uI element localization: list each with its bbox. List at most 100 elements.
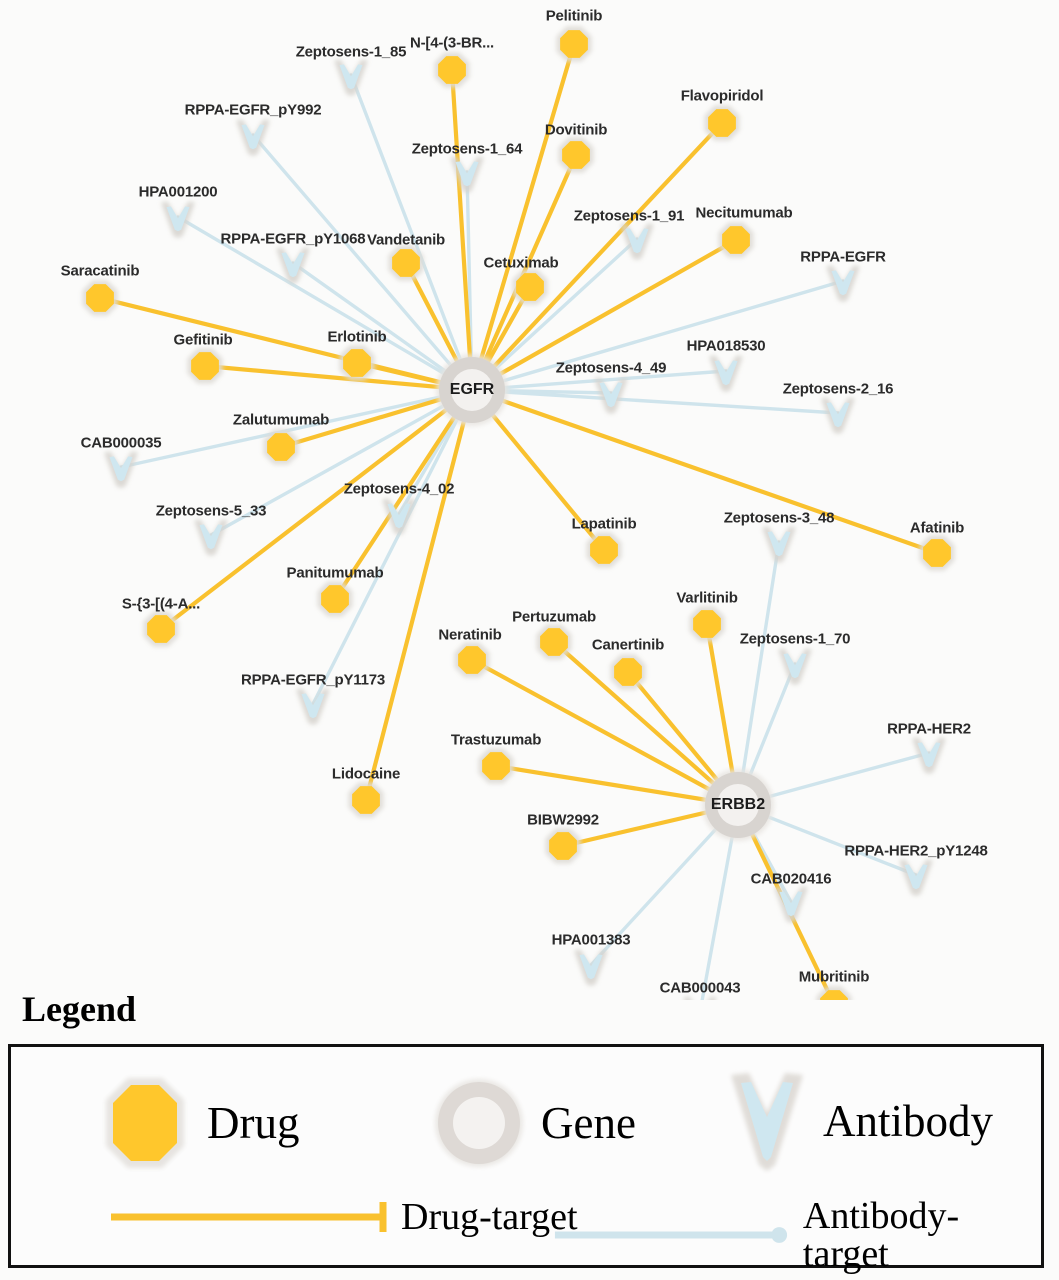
drug-node[interactable] [562,141,590,169]
drug-node[interactable] [392,249,420,277]
antibody-node[interactable] [301,693,325,719]
drug-label: Panitumumab [286,564,384,582]
drug-target-edge-icon [111,1202,387,1232]
drug-target-edge [469,237,739,393]
antibody-label: CAB000043 [659,979,741,997]
drug-target-edge [551,639,741,808]
antibody-node[interactable] [714,360,738,386]
legend-node-row: Drug Gene Antibody [11,1065,1041,1185]
legend-title: Legend [22,989,137,1029]
drug-node[interactable] [708,109,736,137]
antibody-node[interactable] [241,124,265,150]
drug-node[interactable] [267,433,295,461]
antibody-target-edge [736,540,781,807]
antibody-node[interactable] [779,891,803,917]
drug-node[interactable] [86,284,114,312]
drug-label: Erlotinib [327,328,387,346]
antibody-label: Zeptosens-1_70 [739,630,851,648]
antibody-label: Zeptosens-1_64 [411,140,523,158]
drug-target-edge [469,657,741,808]
drug-label: S-{3-[(4-A... [121,595,201,613]
antibody-node[interactable] [166,206,190,232]
antibody-node[interactable] [199,524,223,550]
antibody-target-edge [470,388,840,415]
drug-node[interactable] [590,536,618,564]
drug-node[interactable] [438,56,466,84]
drug-label: Gefitinib [173,331,233,349]
drug-node[interactable] [722,226,750,254]
network-graph: EGFR ERBB2 Zeptosens-1_85 RPPA-EGFR_pY992 Ze… [60,7,988,1034]
drug-node[interactable] [549,832,577,860]
antibody-node[interactable] [783,653,807,679]
antibody-node[interactable] [904,864,928,890]
drug-label: Lapatinib [571,515,637,533]
antibody-node[interactable] [109,456,133,482]
drug-label: Saracatinib [60,262,140,280]
drug-label: Vandetanib [366,231,446,249]
drug-label: Pelitinib [545,7,603,25]
antibody-target-edge [291,261,474,392]
drug-label: Neratinib [438,626,502,644]
antibody-target-edge [589,803,740,967]
antibody-target-edge [119,388,474,469]
antibody-node[interactable] [339,64,363,90]
drug-label: Zalutumumab [232,411,330,429]
antibody-label: Zeptosens-1_85 [295,43,407,61]
drug-node[interactable] [147,615,175,643]
antibody-node[interactable] [599,382,623,408]
antibody-label: CAB000035 [80,434,162,452]
legend-label-antibody: Antibody [823,1095,994,1146]
drug-target-edge [493,763,741,808]
drug-node[interactable] [482,752,510,780]
antibody-target-edge [209,388,474,537]
antibody-target-edge [176,215,474,392]
legend-label-drug: Drug [207,1097,300,1148]
antibody-node[interactable] [579,954,603,980]
drug-label: Lidocaine [331,765,401,783]
drug-node[interactable] [352,786,380,814]
drug-target-edge [363,387,475,803]
gene-node-core [717,784,759,826]
drug-label: Mubritinib [798,968,870,986]
drug-node[interactable] [923,539,951,567]
drug-node[interactable] [560,30,588,58]
drug-node[interactable] [191,352,219,380]
drug-label: Flavopiridol [680,87,764,105]
drug-node[interactable] [516,273,544,301]
antibody-node[interactable] [826,402,850,428]
drug-label: Pertuzumab [512,608,596,626]
antibody-label: RPPA-EGFR_pY992 [184,101,322,119]
legend: Legend Drug Gene [0,988,1059,1280]
drug-node[interactable] [614,658,642,686]
node-layer [82,26,955,1034]
drug-node[interactable] [321,585,349,613]
antibody-node[interactable] [831,270,855,296]
antibody-node[interactable] [625,228,649,254]
antibody-label: Zeptosens-1_91 [573,207,685,225]
antibody-label: RPPA-HER2 [887,720,971,738]
drug-node[interactable] [540,628,568,656]
drug-target-edge [469,387,940,556]
legend-item-drug: Drug [99,1071,299,1175]
drug-node[interactable] [343,349,371,377]
drug-target-edge [332,387,475,602]
drug-node[interactable] [693,610,721,638]
drug-target-edge [449,67,475,393]
antibody-node[interactable] [281,252,305,278]
antibody-node[interactable] [767,531,791,557]
antibody-node[interactable] [455,161,479,187]
gene-label-egfr: EGFR [449,381,495,398]
edge-layer [97,41,940,1014]
antibody-label: HPA001383 [551,931,631,949]
drug-label: Afatinib [909,519,965,537]
drug-target-edge [469,41,577,393]
legend-box: Drug Gene Antibody [8,1044,1044,1273]
antibody-node[interactable] [387,503,411,529]
antibody-node[interactable] [917,742,941,768]
network-canvas [82,26,955,1034]
drug-node[interactable] [458,646,486,674]
legend-edge-row: Drug-target Antibody-target [11,1195,1041,1273]
antibody-target-edge-icon [554,1227,788,1243]
drug-label: Trastuzumab [450,731,542,749]
drug-label: Cetuximab [483,254,559,272]
